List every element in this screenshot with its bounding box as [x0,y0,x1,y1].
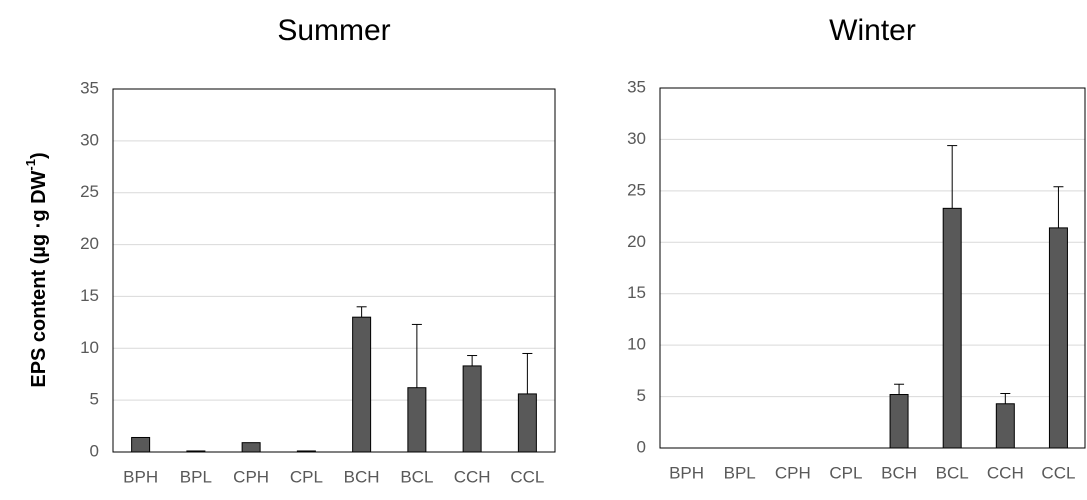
y-label-sup: -1 [23,159,38,171]
y-tick-label: 15 [627,283,646,302]
bar [1048,227,1068,449]
x-tick-label: CPL [829,463,862,482]
x-tick-label: CCL [1041,463,1075,482]
error-bar [522,352,533,394]
y-tick-label: 30 [627,129,646,148]
x-tick-label: CPH [775,463,811,482]
y-tick-label: 10 [80,338,99,357]
error-bar [947,145,958,209]
error-bar [894,383,905,395]
bar [186,450,206,453]
x-tick-label: BCL [936,463,969,482]
plot-frame [659,87,1086,449]
bar [352,316,372,453]
plot-frame [112,88,556,453]
chart-title: Winter [829,14,916,47]
y-tick-label: 30 [80,130,99,149]
y-tick-label: 15 [80,286,99,305]
y-tick-label: 35 [627,77,646,96]
bar [889,394,909,449]
x-tick-label: BPH [123,467,158,486]
bar [517,393,537,453]
y-tick-label: 25 [80,182,99,201]
bar [942,207,962,449]
x-tick-label: CCH [454,467,491,486]
x-tick-label: CPH [233,467,269,486]
error-bar [356,306,367,318]
y-tick-label: 0 [90,441,99,460]
bar [241,442,261,453]
error-bar [1000,392,1011,404]
y-tick-label: 25 [627,180,646,199]
bar [296,450,316,453]
x-tick-label: BPL [180,467,212,486]
x-tick-label: BCH [344,467,380,486]
error-bar [467,355,478,366]
bar [407,387,427,453]
x-tick-label: CCL [510,467,544,486]
bar [462,365,482,453]
bar [131,436,151,453]
x-tick-label: BPH [669,463,704,482]
y-tick-label: 0 [637,437,646,456]
x-tick-label: BCH [881,463,917,482]
error-bar [1053,186,1064,228]
y-tick-label: 5 [637,386,646,405]
y-tick-label: 35 [80,78,99,97]
y-tick-label: 10 [627,335,646,354]
bar [995,403,1015,449]
chart-title: Summer [277,14,390,47]
x-tick-label: CCH [987,463,1024,482]
x-tick-label: BPL [724,463,756,482]
x-tick-label: BCL [400,467,433,486]
y-label-text: EPS content (µg ·g DW [28,170,50,387]
y-axis-label: EPS content (µg ·g DW-1) [23,152,50,387]
x-tick-label: CPL [290,467,323,486]
y-tick-label: 20 [80,234,99,253]
y-tick-label: 5 [90,390,99,409]
y-label-suffix: ) [28,152,50,159]
error-bar [411,323,422,388]
y-tick-label: 20 [627,232,646,251]
